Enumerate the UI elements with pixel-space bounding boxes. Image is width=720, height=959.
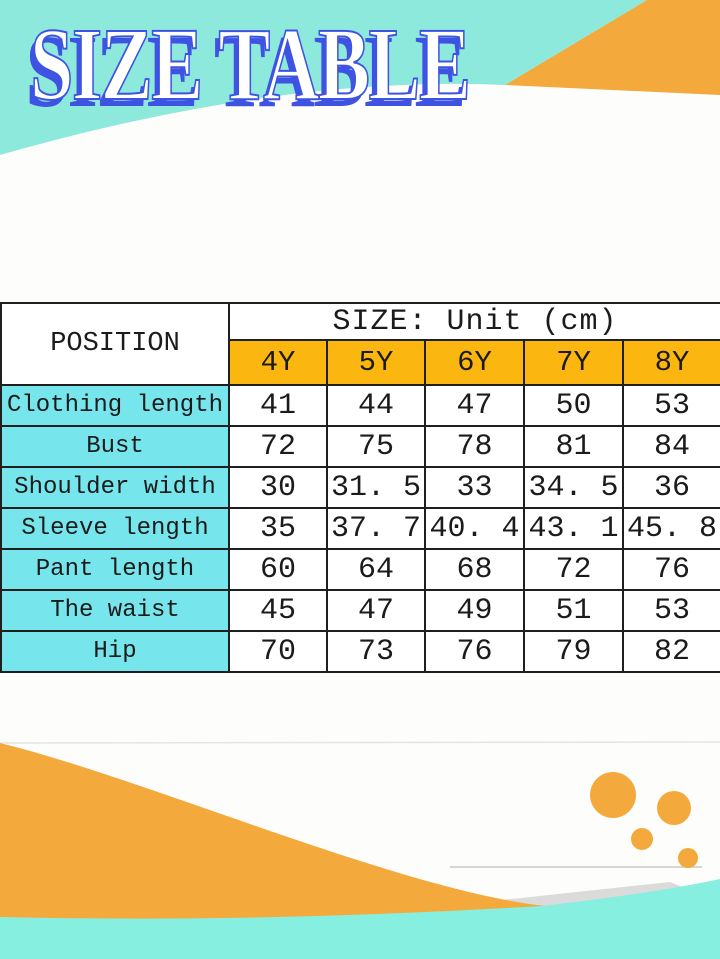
cell-value: 37. 7 xyxy=(326,507,426,550)
size-col-6y: 6Y xyxy=(424,339,525,386)
table-row: Shoulder width 30 31. 5 33 34. 5 36 xyxy=(0,466,720,509)
cell-value: 79 xyxy=(523,630,624,673)
cell-value: 75 xyxy=(326,425,426,468)
orange-circle-tiny xyxy=(678,848,698,868)
row-label-the-waist: The waist xyxy=(0,589,230,632)
size-table: POSITION SIZE: Unit (cm) 4Y 5Y 6Y 7Y 8Y … xyxy=(0,302,720,673)
cell-value: 51 xyxy=(523,589,624,632)
cell-value: 73 xyxy=(326,630,426,673)
cell-value: 68 xyxy=(424,548,525,591)
cell-value: 50 xyxy=(523,384,624,427)
cell-value: 60 xyxy=(228,548,328,591)
orange-triangle-shape xyxy=(505,0,720,95)
row-label-hip: Hip xyxy=(0,630,230,673)
table-row: Bust 72 75 78 81 84 xyxy=(0,425,720,468)
divider-line-top xyxy=(0,741,720,744)
footer-decoration xyxy=(0,741,720,959)
cell-value: 31. 5 xyxy=(326,466,426,509)
cell-value: 64 xyxy=(326,548,426,591)
teal-banner-shape xyxy=(0,0,647,155)
cell-value: 34. 5 xyxy=(523,466,624,509)
size-col-8y: 8Y xyxy=(621,339,720,386)
orange-circle-large xyxy=(590,772,636,818)
cell-value: 72 xyxy=(523,548,624,591)
cell-value: 81 xyxy=(523,425,624,468)
cell-value: 82 xyxy=(621,630,720,673)
row-label-pant-length: Pant length xyxy=(0,548,230,591)
row-label-clothing-length: Clothing length xyxy=(0,384,230,427)
cell-value: 45. 8 xyxy=(621,507,720,550)
cell-value: 30 xyxy=(228,466,328,509)
header-banner xyxy=(0,0,720,155)
table-header-row-unit: POSITION SIZE: Unit (cm) xyxy=(0,302,720,386)
cell-value: 47 xyxy=(326,589,426,632)
row-label-shoulder-width: Shoulder width xyxy=(0,466,230,509)
cell-value: 53 xyxy=(621,384,720,427)
cell-value: 76 xyxy=(424,630,525,673)
row-label-sleeve-length: Sleeve length xyxy=(0,507,230,550)
size-unit-header-cell: SIZE: Unit (cm) xyxy=(227,302,720,341)
cell-value: 40. 4 xyxy=(424,507,525,550)
cell-value: 43. 1 xyxy=(523,507,624,550)
table-row: The waist 45 47 49 51 53 xyxy=(0,589,720,632)
cell-value: 53 xyxy=(621,589,720,632)
size-col-4y: 4Y xyxy=(228,339,328,386)
cell-value: 70 xyxy=(228,630,328,673)
orange-circle-medium xyxy=(657,791,691,825)
cell-value: 36 xyxy=(621,466,720,509)
position-header-cell: POSITION xyxy=(0,302,230,386)
cell-value: 41 xyxy=(228,384,328,427)
table-row: Pant length 60 64 68 72 76 xyxy=(0,548,720,591)
size-col-7y: 7Y xyxy=(523,339,624,386)
table-row: Hip 70 73 76 79 82 xyxy=(0,630,720,673)
cell-value: 76 xyxy=(621,548,720,591)
cell-value: 33 xyxy=(424,466,525,509)
row-label-bust: Bust xyxy=(0,425,230,468)
table-row: Clothing length 41 44 47 50 53 xyxy=(0,384,720,427)
cell-value: 72 xyxy=(228,425,328,468)
size-col-5y: 5Y xyxy=(326,339,426,386)
cell-value: 49 xyxy=(424,589,525,632)
cell-value: 35 xyxy=(228,507,328,550)
table-row: Sleeve length 35 37. 7 40. 4 43. 1 45. 8 xyxy=(0,507,720,550)
cell-value: 78 xyxy=(424,425,525,468)
cell-value: 47 xyxy=(424,384,525,427)
cell-value: 44 xyxy=(326,384,426,427)
orange-circle-small xyxy=(631,828,653,850)
orange-swoosh-shape xyxy=(0,743,545,959)
teal-wave-shape xyxy=(0,879,720,959)
cell-value: 84 xyxy=(621,425,720,468)
page-title: SIZE TABLE xyxy=(29,7,472,122)
table-header-row-sizes: 4Y 5Y 6Y 7Y 8Y xyxy=(1,339,720,386)
cell-value: 45 xyxy=(228,589,328,632)
